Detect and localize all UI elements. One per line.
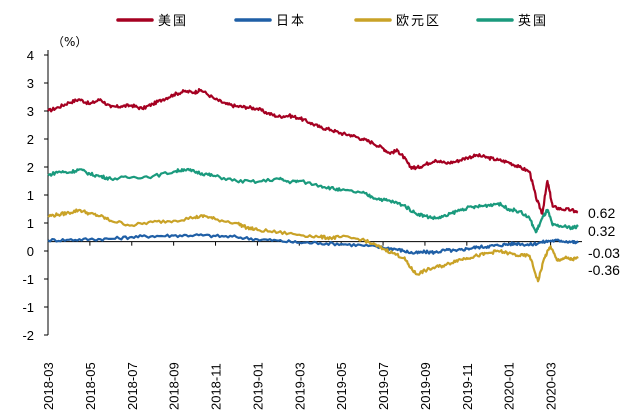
series-line-3 — [47, 208, 579, 283]
x-tick-label: 2018-07 — [125, 362, 140, 410]
x-tick-label: 2018-11 — [209, 363, 224, 410]
x-tick-label: 2019-03 — [292, 362, 307, 410]
end-label-3: -0.36 — [588, 262, 620, 278]
legend: 美国 日本 欧元区 英国 — [116, 14, 548, 29]
y-tick-label: 2 — [27, 160, 34, 175]
y-axis-unit-label: （%） — [52, 35, 87, 49]
y-tick-label: 0 — [27, 244, 34, 259]
series-line-2 — [47, 233, 579, 255]
series-line-1 — [47, 88, 579, 215]
x-tick-label: 2019-01 — [250, 362, 265, 410]
x-tick-label: 2019-05 — [334, 362, 349, 410]
x-tick-label: 2019-09 — [418, 362, 433, 410]
axes — [47, 50, 582, 335]
end-labels: 0.62 -0.03-0.36 0.32 — [588, 205, 620, 278]
legend-label-1: 美国 — [158, 14, 188, 29]
x-tick-label: 2019-07 — [376, 362, 391, 410]
x-tick-label: 2018-03 — [41, 362, 56, 410]
end-label-2: -0.03 — [588, 245, 620, 261]
x-tick-label: 2020-03 — [544, 362, 559, 410]
y-tick-label: 3 — [27, 104, 34, 119]
y-axis-ticks: 4 3 3 2 2 1 1 0 -1 -1 -2 — [22, 48, 48, 343]
y-tick-label: 1 — [27, 188, 34, 203]
legend-label-4: 英国 — [518, 14, 548, 29]
y-tick-label: 3 — [27, 76, 34, 91]
y-tick-label: -2 — [22, 328, 34, 343]
y-tick-label: -1 — [22, 272, 34, 287]
end-label-4: 0.32 — [588, 223, 615, 239]
y-tick-label: 4 — [27, 48, 34, 63]
legend-label-3: 欧元区 — [396, 14, 441, 29]
x-tick-label: 2018-05 — [83, 362, 98, 410]
y-tick-label: 2 — [27, 132, 34, 147]
y-tick-label: 1 — [27, 216, 34, 231]
x-tick-label: 2020-01 — [502, 362, 517, 410]
series-lines — [47, 88, 579, 283]
x-tick-label: 2019-11 — [460, 363, 475, 410]
x-axis-ticks: 2018-03 2018-05 2018-07 2018-09 2018-11 2019-… — [41, 241, 559, 410]
y-tick-label: -1 — [22, 300, 34, 315]
series-line-4 — [47, 167, 579, 234]
x-tick-label: 2018-09 — [167, 362, 182, 410]
end-label-1: 0.62 — [588, 205, 615, 221]
legend-label-2: 日本 — [276, 14, 306, 29]
